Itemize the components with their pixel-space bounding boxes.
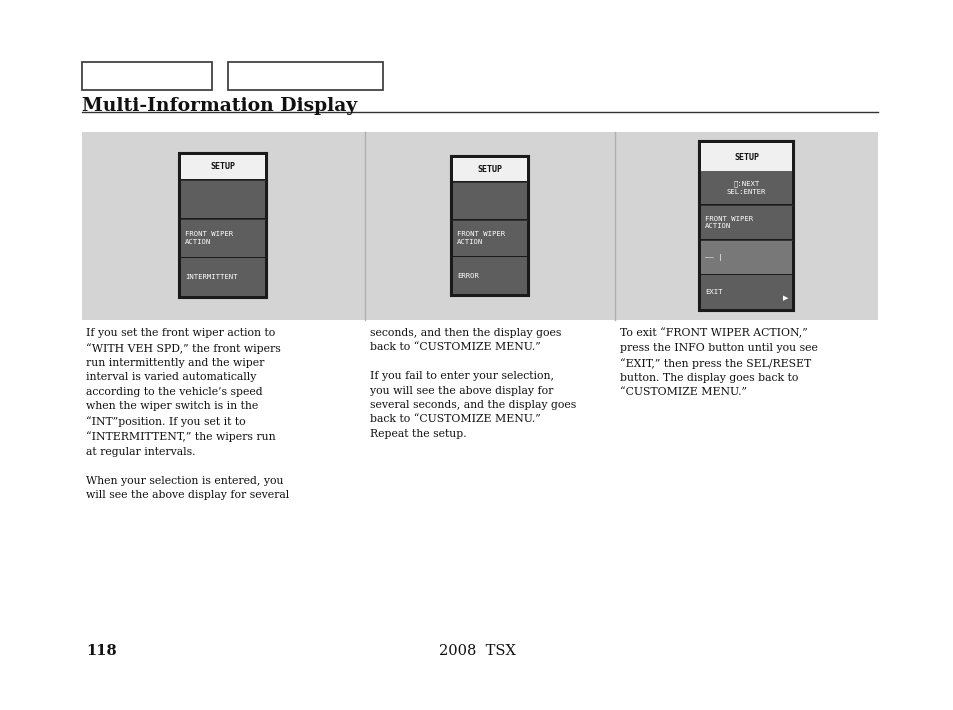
Bar xyxy=(82,62,212,90)
Bar xyxy=(179,153,267,298)
Bar xyxy=(181,219,265,257)
Text: SETUP: SETUP xyxy=(211,163,235,172)
Text: Multi-Information Display: Multi-Information Display xyxy=(82,97,356,115)
Text: To exit “FRONT WIPER ACTION,”
press the INFO button until you see
“EXIT,” then p: To exit “FRONT WIPER ACTION,” press the … xyxy=(619,328,817,398)
Text: 2008  TSX: 2008 TSX xyxy=(438,644,515,658)
Bar xyxy=(699,141,793,311)
Text: FRONT WIPER
ACTION: FRONT WIPER ACTION xyxy=(185,231,233,245)
Bar xyxy=(453,257,526,294)
Text: ⓘ:NEXT
SEL:ENTER: ⓘ:NEXT SEL:ENTER xyxy=(726,180,765,195)
Text: FRONT WIPER
ACTION: FRONT WIPER ACTION xyxy=(704,216,752,229)
Text: SETUP: SETUP xyxy=(477,165,502,174)
Text: ERROR: ERROR xyxy=(456,273,478,279)
Bar xyxy=(181,180,265,218)
Bar xyxy=(700,143,791,171)
Bar xyxy=(228,62,382,90)
Text: —— |: —— | xyxy=(704,253,721,261)
Text: If you set the front wiper action to
“WITH VEH SPD,” the front wipers
run interm: If you set the front wiper action to “WI… xyxy=(86,328,289,500)
Bar xyxy=(700,171,791,204)
Bar xyxy=(451,156,529,296)
Bar xyxy=(453,220,526,256)
Text: seconds, and then the display goes
back to “CUSTOMIZE MENU.”

If you fail to ent: seconds, and then the display goes back … xyxy=(370,328,576,439)
Text: SETUP: SETUP xyxy=(733,153,759,162)
Bar xyxy=(453,158,526,181)
Bar xyxy=(181,155,265,179)
Text: FRONT WIPER
ACTION: FRONT WIPER ACTION xyxy=(456,231,504,245)
Text: ▶: ▶ xyxy=(781,295,787,302)
Bar xyxy=(700,275,791,309)
Bar xyxy=(700,205,791,239)
Text: EXIT: EXIT xyxy=(704,289,721,295)
Text: INTERMITTENT: INTERMITTENT xyxy=(185,274,237,280)
Bar xyxy=(453,182,526,219)
Bar xyxy=(82,132,877,320)
Text: 118: 118 xyxy=(86,644,116,658)
Bar xyxy=(181,258,265,296)
Bar xyxy=(700,240,791,274)
